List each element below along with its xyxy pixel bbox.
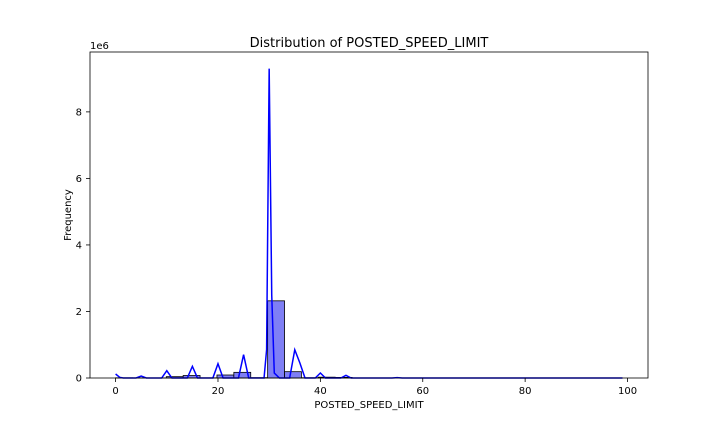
x-axis-label: POSTED_SPEED_LIMIT [314, 400, 424, 411]
y-axis-multiplier-label: 1e6 [90, 41, 109, 52]
histogram-bar-9 [268, 301, 285, 378]
chart-title: Distribution of POSTED_SPEED_LIMIT [250, 36, 489, 51]
y-tick-label-1: 2 [76, 307, 82, 318]
x-axis-ticks: 0 20 40 60 80 100 [112, 378, 637, 397]
x-tick-label-3: 60 [416, 386, 429, 397]
histogram-bar-10 [285, 372, 302, 378]
plot-frame [90, 52, 648, 378]
x-tick-label-5: 100 [618, 386, 637, 397]
x-tick-label-0: 0 [112, 386, 118, 397]
x-tick-label-4: 80 [519, 386, 532, 397]
y-axis-label: Frequency [63, 189, 74, 241]
kde-curve [116, 69, 623, 378]
y-axis-ticks: 0 2 4 6 8 [76, 107, 90, 384]
y-tick-label-4: 8 [76, 107, 82, 118]
y-tick-label-3: 6 [76, 174, 82, 185]
y-tick-label-0: 0 [76, 374, 82, 385]
y-tick-label-2: 4 [76, 240, 82, 251]
x-tick-label-1: 20 [212, 386, 225, 397]
x-tick-label-2: 40 [314, 386, 327, 397]
